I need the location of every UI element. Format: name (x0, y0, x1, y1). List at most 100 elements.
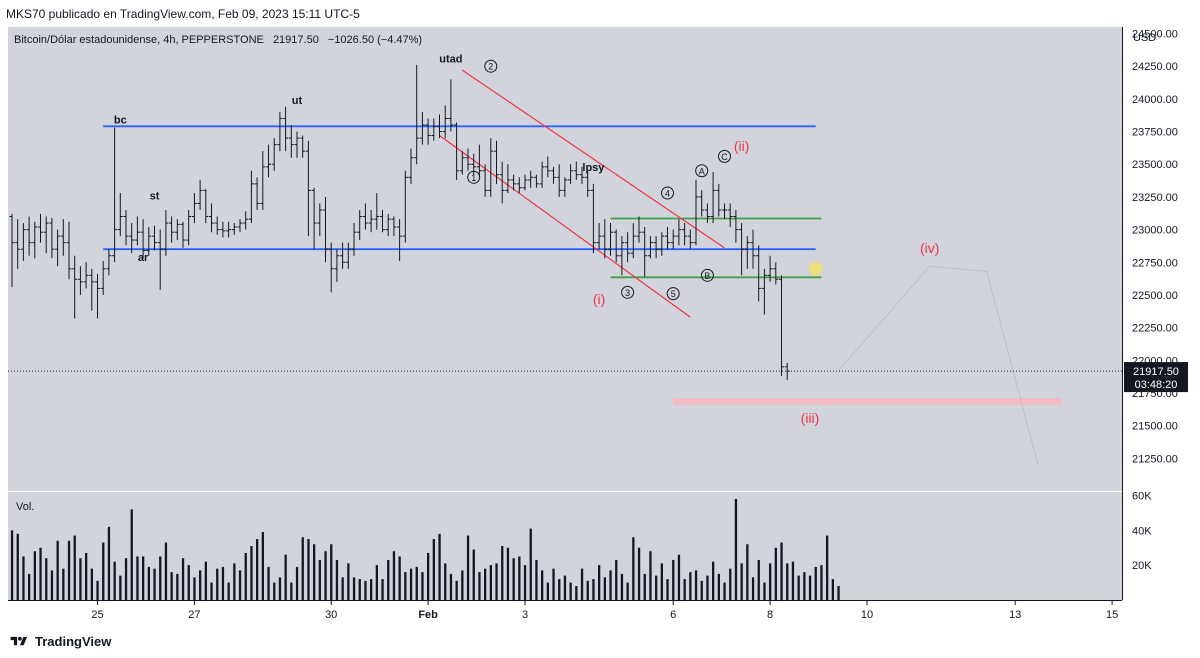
volume-bar (717, 573, 720, 600)
y-tick-label: 22500.00 (1132, 290, 1178, 302)
x-tick-label: 3 (522, 609, 528, 621)
volume-bar (615, 559, 618, 600)
volume-bar (273, 582, 276, 600)
volume-bar (734, 498, 738, 600)
volume-bar (706, 575, 709, 600)
volume-bar (826, 535, 829, 600)
volume-bar (637, 547, 641, 600)
volume-bar (124, 558, 128, 600)
volume-bar (170, 572, 173, 600)
volume-bar (432, 539, 435, 600)
y-tick-label: 24250.00 (1132, 61, 1178, 73)
circled-wave-marker (718, 149, 731, 163)
volume-bar (136, 556, 139, 600)
volume-bar (820, 565, 823, 600)
volume-bar (655, 575, 658, 600)
volume-bar (484, 568, 487, 600)
volume-bar (130, 509, 133, 600)
plot-area[interactable] (8, 27, 1122, 491)
last-price-label: 21917.50 (1133, 366, 1179, 378)
y-tick-label: 24500.00 (1132, 29, 1178, 41)
volume-bar (164, 542, 168, 600)
volume-bar (580, 568, 584, 600)
volume-bar (85, 552, 88, 600)
wave-annotation: bc (114, 115, 127, 127)
volume-bar (313, 544, 316, 600)
volume-bar (73, 535, 76, 600)
volume-bar (444, 563, 447, 600)
volume-bar (643, 573, 646, 600)
volume-bar (176, 573, 179, 600)
volume-bar (16, 533, 19, 600)
volume-bar (318, 559, 321, 600)
volume-bar (831, 579, 834, 600)
volume-bar (797, 575, 800, 600)
volume-bar (45, 558, 48, 600)
volume-bar (10, 530, 14, 600)
volume-bar (352, 577, 356, 600)
tradingview-logo-icon[interactable] (8, 635, 30, 648)
wave-annotation: (i) (593, 291, 605, 307)
volume-bar (341, 577, 344, 600)
volume-bar (461, 570, 464, 600)
circled-wave-label: 5 (671, 289, 676, 299)
volume-bar (603, 577, 606, 600)
volume-bar (233, 563, 236, 600)
volume-bar (119, 575, 122, 600)
circled-wave-label: B (704, 271, 710, 281)
volume-bar (529, 528, 532, 600)
volume-bar (278, 577, 282, 600)
y-tick-label: 23250.00 (1132, 192, 1178, 204)
volume-bar (780, 542, 783, 600)
volume-bar (113, 561, 116, 600)
volume-bar (28, 573, 31, 600)
circled-wave-marker (661, 186, 674, 200)
footer: TradingView (8, 634, 111, 649)
volume-bar (301, 537, 304, 600)
x-tick-label: 30 (325, 609, 337, 621)
chart-svg[interactable]: 24500.00 24250.00 24000.00 23750.00 23500.00… (0, 0, 1200, 630)
volume-bar (193, 577, 196, 600)
volume-bar (666, 579, 669, 600)
volume-bar (256, 539, 259, 600)
volume-bar (427, 552, 430, 600)
publish-line: MKS70 publicado en TradingView.com, Feb … (6, 7, 360, 21)
volume-bar (814, 566, 817, 600)
volume-bar (837, 586, 840, 600)
wave-annotation: utad (439, 53, 462, 65)
volume-bar (147, 566, 150, 600)
volume-bar (324, 551, 327, 600)
volume-bar (569, 582, 572, 600)
volume-bar (244, 552, 247, 600)
circled-wave-label: 3 (625, 288, 630, 298)
volume-bar (22, 556, 25, 600)
y-tick-label: 23750.00 (1132, 127, 1178, 139)
volume-bar (238, 570, 242, 600)
volume-bar (712, 561, 715, 600)
circled-wave-marker (484, 59, 498, 73)
circled-wave-label: C (721, 152, 728, 162)
volume-bar (187, 565, 190, 600)
volume-tick-label: 60K (1132, 490, 1152, 502)
volume-bar (290, 582, 293, 600)
brand-name[interactable]: TradingView (35, 634, 112, 649)
volume-bar (495, 563, 498, 600)
volume-bar (404, 572, 407, 600)
circled-wave-label: 2 (488, 62, 493, 72)
circled-wave-marker (700, 268, 714, 282)
volume-bar (261, 532, 264, 600)
volume-bar (598, 565, 601, 600)
volume-bar (472, 549, 475, 600)
volume-bar (558, 579, 561, 600)
volume-bar (546, 582, 549, 600)
x-tick-label: Feb (418, 609, 438, 621)
volume-bar (159, 556, 162, 600)
y-tick-label: 22750.00 (1132, 257, 1178, 269)
currency-label: USD (1133, 32, 1156, 44)
volume-bar (489, 565, 492, 600)
volume-bar (375, 565, 378, 600)
volume-bar (774, 547, 777, 600)
volume-bar (808, 575, 812, 600)
y-tick-label: 21250.00 (1132, 453, 1178, 465)
volume-bar (757, 559, 760, 600)
